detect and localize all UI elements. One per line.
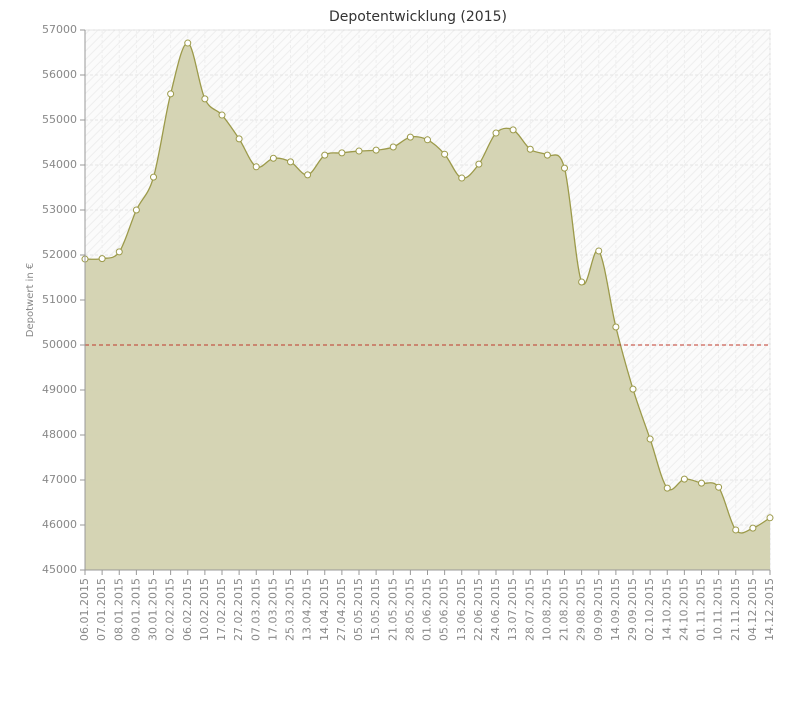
x-tick-label: 28.05.2015 [403, 578, 416, 641]
data-point [595, 247, 603, 255]
x-tick-label: 25.03.2015 [284, 578, 297, 641]
x-tick-label: 06.02.2015 [181, 578, 194, 641]
x-tick-label: 27.04.2015 [335, 578, 348, 641]
x-tick-label: 14.04.2015 [318, 578, 331, 641]
y-tick-label: 48000 [42, 428, 77, 441]
data-point [167, 90, 175, 98]
data-point [269, 154, 277, 162]
data-point [578, 278, 586, 286]
x-tick-label: 05.06.2015 [438, 578, 451, 641]
y-tick-label: 47000 [42, 473, 77, 486]
x-tick-label: 09.01.2015 [129, 578, 142, 641]
x-tick-label: 05.05.2015 [352, 578, 365, 641]
x-tick-label: 10.11.2015 [712, 578, 725, 641]
data-point [287, 158, 294, 166]
y-tick-label: 57000 [42, 23, 77, 36]
x-tick-label: 21.05.2015 [386, 578, 399, 641]
data-point [150, 173, 157, 181]
x-tick-label: 29.09.2015 [626, 578, 639, 641]
data-point [680, 475, 688, 483]
x-tick-label: 10.02.2015 [198, 578, 211, 641]
x-tick-label: 02.02.2015 [164, 578, 177, 641]
data-point [132, 206, 140, 214]
x-tick-label: 13.06.2015 [455, 578, 468, 641]
x-tick-label: 01.11.2015 [695, 578, 708, 641]
x-tick-label: 07.01.2015 [95, 578, 108, 641]
data-point [612, 323, 620, 331]
x-tick-label: 30.01.2015 [147, 578, 160, 641]
x-tick-label: 04.12.2015 [746, 578, 759, 641]
x-tick-label: 15.05.2015 [369, 578, 382, 641]
data-point [698, 479, 705, 487]
data-point [235, 135, 243, 143]
x-tick-label: 06.01.2015 [78, 578, 91, 641]
data-point [115, 248, 123, 256]
x-tick-label: 17.02.2015 [215, 578, 228, 641]
y-tick-label: 50000 [42, 338, 77, 351]
x-tick-label: 24.10.2015 [677, 578, 690, 641]
y-tick-label: 56000 [42, 68, 77, 81]
data-point [98, 255, 106, 263]
data-point [441, 150, 449, 158]
x-tick-label: 21.11.2015 [729, 578, 742, 641]
x-tick-label: 09.09.2015 [592, 578, 605, 641]
x-tick-label: 24.06.2015 [489, 578, 502, 641]
data-point [663, 484, 671, 492]
x-tick-label: 21.08.2015 [558, 578, 571, 641]
y-tick-label: 54000 [42, 158, 77, 171]
x-tick-label: 22.06.2015 [472, 578, 485, 641]
data-point [749, 524, 757, 532]
data-point [509, 126, 517, 134]
data-point [732, 526, 740, 534]
y-tick-label: 53000 [42, 203, 77, 216]
data-point [646, 435, 654, 443]
data-point [475, 160, 483, 168]
data-point [424, 136, 431, 144]
data-point [201, 95, 209, 103]
y-tick-label: 51000 [42, 293, 77, 306]
chart-title: Depotentwicklung (2015) [329, 9, 507, 25]
x-tick-label: 14.10.2015 [660, 578, 673, 641]
data-point [715, 483, 723, 491]
x-tick-label: 27.02.2015 [232, 578, 245, 641]
y-tick-label: 55000 [42, 113, 77, 126]
x-tick-label: 17.03.2015 [266, 578, 279, 641]
x-tick-label: 13.04.2015 [301, 578, 314, 641]
data-point [561, 164, 568, 172]
data-point [629, 385, 637, 393]
data-point [321, 151, 329, 159]
y-axis-label: Depotwert in € [25, 263, 36, 337]
x-tick-label: 13.07.2015 [506, 578, 519, 641]
x-tick-label: 10.08.2015 [540, 578, 553, 641]
y-tick-label: 46000 [42, 518, 77, 531]
data-point [304, 171, 312, 179]
data-point [526, 145, 534, 153]
y-tick-label: 49000 [42, 383, 77, 396]
data-point [218, 111, 226, 119]
x-tick-label: 29.08.2015 [575, 578, 588, 641]
data-point [766, 514, 774, 522]
area-fill [85, 43, 770, 571]
data-point [184, 39, 192, 47]
x-tick-label: 02.10.2015 [643, 578, 656, 641]
data-point [338, 149, 346, 157]
data-point [492, 129, 500, 137]
y-tick-label: 52000 [42, 248, 77, 261]
x-tick-label: 07.03.2015 [249, 578, 262, 641]
x-tick-label: 08.01.2015 [112, 578, 125, 641]
x-tick-label: 28.07.2015 [523, 578, 536, 641]
data-point [406, 133, 414, 141]
data-point [372, 146, 380, 154]
data-point [389, 143, 397, 151]
data-point [543, 151, 551, 159]
x-tick-label: 01.06.2015 [421, 578, 434, 641]
data-point [458, 174, 466, 182]
y-tick-label: 45000 [42, 563, 77, 576]
x-tick-label: 14.12.2015 [763, 578, 776, 641]
x-tick-label: 14.09.2015 [609, 578, 622, 641]
data-point [355, 147, 363, 155]
data-point [252, 163, 260, 171]
